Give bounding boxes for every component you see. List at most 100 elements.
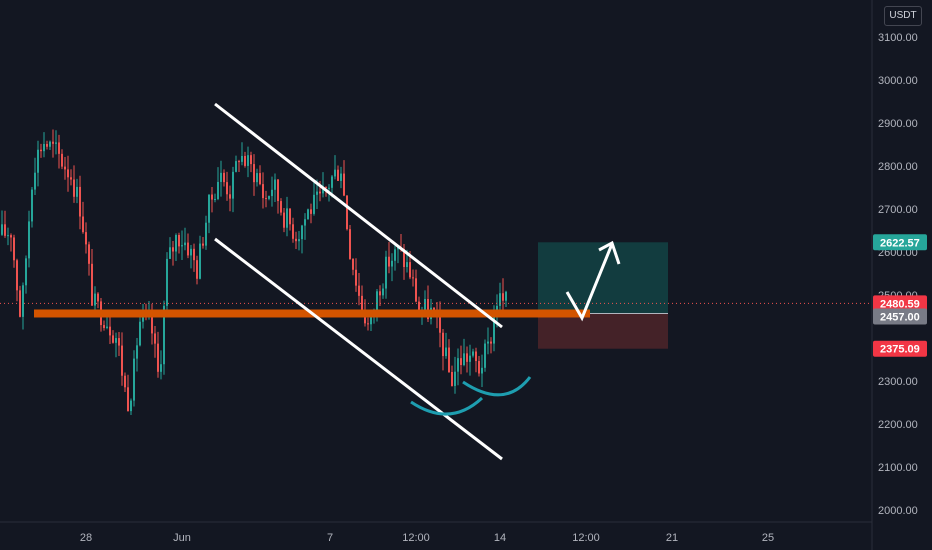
candle-body [370, 312, 372, 325]
candle-body [91, 263, 93, 306]
candle-body [268, 196, 270, 199]
candle-body [349, 229, 351, 259]
candle-body [193, 248, 195, 261]
candle-body [427, 298, 429, 320]
target-price-tag [873, 234, 927, 251]
candle-body [388, 256, 390, 267]
candle-body [289, 208, 291, 225]
time-label: 12:00 [572, 532, 600, 544]
candle-body [319, 191, 321, 194]
candle-body [136, 345, 138, 359]
candle-body [325, 186, 327, 188]
candle-body [247, 155, 249, 166]
candle-body [73, 179, 75, 197]
candle-body [166, 258, 168, 306]
profit-zone[interactable] [538, 242, 668, 314]
candle-body [241, 155, 243, 162]
bottom-curve-left[interactable] [410, 396, 484, 416]
arrow-head [598, 240, 621, 265]
candle-body [76, 186, 78, 197]
candle-body [106, 326, 108, 328]
candle-body [124, 375, 126, 388]
channel-lower-line[interactable] [214, 237, 503, 461]
candle-body [328, 187, 330, 189]
candle-body [88, 244, 90, 264]
candle-body [94, 293, 96, 306]
channel-upper-line[interactable] [214, 102, 503, 329]
stop-price-tag-label: 2375.09 [880, 344, 920, 356]
currency-button[interactable]: USDT [884, 6, 922, 26]
candle-body [211, 194, 213, 200]
candle-body [202, 243, 204, 246]
candle-body [40, 149, 42, 152]
candle-body [304, 219, 306, 226]
candle-body [205, 222, 207, 246]
candle-body [382, 288, 384, 296]
candle-body [352, 258, 354, 270]
candle-body [418, 301, 420, 311]
candle-body [121, 345, 123, 376]
target-price-tag-label: 2622.57 [880, 237, 920, 249]
candle-body [22, 285, 24, 317]
candle-body [376, 291, 378, 312]
time-label: 14 [494, 532, 506, 544]
candle-body [250, 155, 252, 165]
time-axis[interactable]: 28 Jun 7 12:00 14 12:00 21 25 [0, 521, 872, 544]
projection-arrow[interactable] [565, 243, 614, 322]
candle-body [7, 235, 9, 237]
time-label: 12:00 [402, 532, 430, 544]
candle-body [298, 239, 300, 242]
candle-body [244, 155, 246, 166]
candle-body [340, 173, 342, 181]
candle-body [367, 323, 369, 325]
candle-body [385, 256, 387, 289]
candle-body [265, 198, 267, 200]
candle-body [442, 332, 444, 357]
candle-body [163, 305, 165, 365]
candle-body [52, 141, 54, 144]
price-label: 2900.00 [878, 118, 918, 130]
candle-body [127, 387, 129, 412]
candle-body [316, 191, 318, 195]
candle-body [484, 343, 486, 368]
loss-zone[interactable] [538, 313, 668, 349]
candle-body [499, 293, 501, 306]
candle-body [58, 142, 60, 154]
candle-body [406, 262, 408, 268]
candle-body [16, 260, 18, 291]
candle-body [313, 194, 315, 214]
candle-body [97, 293, 99, 302]
candle-body [196, 260, 198, 279]
entry-price-tag-label: 2457.00 [880, 311, 920, 323]
candle-body [463, 353, 465, 365]
candle-body [337, 169, 339, 181]
price-label: 3100.00 [878, 32, 918, 44]
time-label: 25 [762, 532, 774, 544]
candle-body [343, 173, 345, 196]
candle-body [457, 358, 459, 372]
candle-body [175, 235, 177, 252]
candle-body [259, 173, 261, 185]
candle-body [481, 367, 483, 374]
bottom-curve-right[interactable] [462, 376, 532, 397]
candle-body [253, 164, 255, 183]
candle-body [283, 212, 285, 228]
candle-body [466, 353, 468, 362]
candle-body [151, 313, 153, 334]
candle-body [133, 358, 135, 401]
candle-body [208, 194, 210, 223]
drawings-layer [0, 102, 872, 461]
candle-body [310, 209, 312, 214]
candle-body [412, 277, 414, 279]
candle-body [307, 209, 309, 220]
candle-body [262, 184, 264, 199]
candle-body [187, 242, 189, 256]
candle-body [226, 182, 228, 195]
candle-body [274, 179, 276, 190]
candle-body [331, 176, 333, 188]
candle-body [394, 249, 396, 261]
candle-body [454, 371, 456, 386]
candle-body [160, 364, 162, 372]
